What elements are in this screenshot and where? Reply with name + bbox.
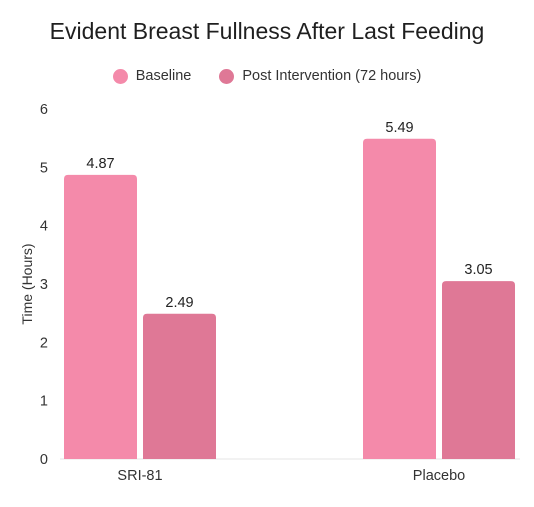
- bar-value-label: 3.05: [464, 262, 492, 278]
- y-tick-label: 5: [40, 160, 48, 176]
- bar-value-label: 5.49: [385, 120, 413, 136]
- x-category-label: SRI-81: [117, 468, 162, 484]
- legend-item-post-intervention[interactable]: Post Intervention (72 hours): [219, 68, 421, 84]
- chart-title: Evident Breast Fullness After Last Feedi…: [49, 18, 485, 44]
- bar-placebo-baseline[interactable]: [363, 138, 436, 459]
- legend-swatch-baseline: [112, 68, 128, 84]
- legend: Baseline Post Intervention (72 hours): [0, 68, 534, 84]
- x-category-label: Placebo: [413, 468, 465, 484]
- y-tick-label: 4: [40, 219, 48, 235]
- y-tick-label: 0: [40, 452, 48, 468]
- bar-sri-81-baseline[interactable]: [64, 174, 137, 459]
- bar-sri-81-post-intervention[interactable]: [143, 313, 216, 459]
- bar-value-label: 4.87: [86, 156, 114, 172]
- y-tick-label: 6: [40, 102, 48, 118]
- legend-label-post-intervention: Post Intervention (72 hours): [242, 68, 422, 84]
- bar-placebo-post-intervention[interactable]: [442, 281, 515, 459]
- bar-value-label: 2.49: [165, 295, 193, 311]
- legend-swatch-post-intervention: [219, 68, 235, 84]
- legend-label-baseline: Baseline: [135, 68, 192, 84]
- y-tick-label: 1: [40, 394, 48, 410]
- y-axis-title: Time (Hours): [19, 243, 35, 324]
- legend-item-baseline[interactable]: Baseline: [112, 68, 192, 84]
- y-tick-label: 3: [40, 277, 48, 293]
- y-tick-label: 2: [40, 335, 48, 351]
